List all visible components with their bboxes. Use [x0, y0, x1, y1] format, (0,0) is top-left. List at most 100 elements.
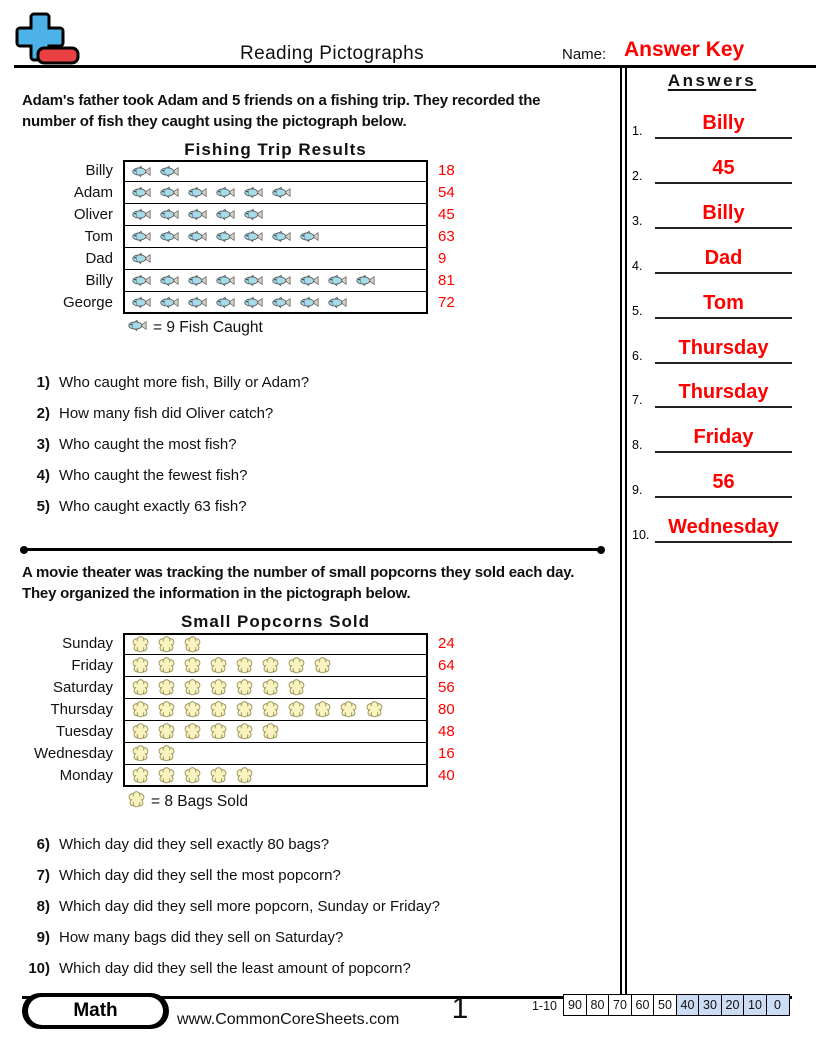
fish-icon [328, 296, 347, 308]
row-value: 81 [438, 272, 455, 289]
answer-number: 8. [632, 438, 643, 453]
answer-number: 3. [632, 213, 643, 228]
fish-icon [188, 186, 207, 199]
row-value: 54 [438, 184, 455, 201]
answer-number: 5. [632, 303, 643, 318]
row-icons [123, 204, 428, 226]
question-item: 8) Which day did they sell more popcorn, … [22, 898, 440, 916]
answer-number: 7. [632, 393, 643, 408]
row-icons [123, 743, 428, 765]
answer-key-text: Answer Key [624, 38, 745, 61]
popcorn-icon [184, 723, 201, 740]
popcorn-icon [314, 657, 331, 674]
popcorn-icon [184, 766, 201, 783]
question-text: How many fish did Oliver catch? [59, 405, 274, 422]
fish-icon [272, 230, 291, 243]
fish-icon [244, 274, 263, 287]
popcorn-icon [288, 657, 305, 674]
intro-line: A movie theater was tracking the number … [22, 564, 575, 581]
question-text: Which day did they sell the least amount… [59, 960, 411, 977]
fish-icon [132, 208, 151, 221]
answer-value: Billy [655, 112, 792, 139]
row-icons [123, 677, 428, 699]
popcorn-icon [288, 701, 305, 718]
row-icons [123, 292, 428, 314]
answer-number: 1. [632, 124, 643, 138]
fish-icon [132, 296, 151, 308]
answers-panel-separator [620, 68, 627, 994]
row-icons [123, 182, 428, 204]
subject-badge: Math [22, 993, 169, 1029]
section2-intro: A movie theater was tracking the number … [22, 562, 574, 604]
fish-icon [188, 208, 207, 221]
popcorn-icon [314, 701, 331, 718]
fish-icon [356, 274, 375, 287]
popcorn-icon [366, 701, 383, 718]
score-cell: 0 [765, 994, 790, 1016]
question-text: Which day did they sell exactly 80 bags? [59, 836, 330, 853]
question-number: 5) [36, 498, 50, 515]
answer-item: 2. 45 [630, 142, 792, 184]
question-number: 6) [36, 836, 50, 853]
question-number: 2) [36, 405, 50, 422]
fish-icon [216, 296, 235, 308]
fish-icon [216, 208, 235, 221]
header-divider [14, 65, 816, 68]
question-item: 6) Which day did they sell exactly 80 bag… [22, 836, 440, 854]
row-label: Monday [59, 767, 113, 784]
fish-icon [244, 208, 263, 221]
score-range-label: 1-10 [531, 999, 557, 1013]
row-value: 24 [438, 635, 455, 652]
popcorn-pictograph: Sunday 24 Friday 64 Saturday 56 Thursday 80 Tues… [22, 633, 498, 787]
fish-icon [216, 186, 235, 199]
fish-icon [216, 230, 235, 243]
answer-item: 9. 56 [630, 456, 792, 499]
answer-value: Wednesday [655, 516, 792, 544]
question-text: How many bags did they sell on Saturday? [59, 929, 344, 946]
answer-value: Billy [655, 202, 792, 229]
fish-icon [300, 296, 319, 308]
question-number: 7) [36, 867, 50, 884]
fishing-pictograph: Billy 18 Adam 54 Oliver 45 Tom 63 Dad 9 Billy 81 Geo… [22, 160, 498, 314]
question-number: 1) [36, 374, 50, 391]
question-item: 9) How many bags did they sell on Saturda… [22, 929, 440, 947]
popcorn-icon [132, 745, 149, 762]
chart2-legend-text: = 8 Bags Sold [151, 793, 248, 810]
question-item: 5) Who caught exactly 63 fish? [22, 498, 309, 516]
popcorn-icon [210, 766, 227, 783]
score-cell: 40 [675, 994, 700, 1016]
question-text: Who caught the fewest fish? [59, 467, 248, 484]
chart1-legend-text: = 9 Fish Caught [153, 319, 263, 336]
page-number: 1 [451, 992, 469, 1025]
fish-icon [160, 165, 179, 178]
fish-icon [160, 230, 179, 243]
score-cell: 50 [653, 994, 677, 1016]
row-value: 18 [438, 162, 455, 179]
row-label: Dad [85, 250, 113, 267]
fish-icon [272, 186, 291, 199]
popcorn-icon [158, 745, 175, 762]
row-value: 40 [438, 767, 455, 784]
row-label: George [62, 294, 113, 311]
popcorn-icon [340, 701, 357, 718]
popcorn-icon [184, 679, 201, 696]
answer-item: 3. Billy [630, 187, 792, 229]
popcorn-icon [262, 679, 279, 696]
row-icons [123, 226, 428, 248]
popcorn-icon [236, 723, 253, 740]
question-item: 1) Who caught more fish, Billy or Adam? [22, 374, 309, 392]
row-label: Thursday [50, 701, 113, 718]
row-value: 64 [438, 657, 455, 674]
fish-icon [244, 230, 263, 243]
intro-line: They organized the information in the pi… [22, 585, 411, 602]
chart1-title: Fishing Trip Results [184, 140, 367, 159]
row-label: Adam [73, 184, 113, 201]
popcorn-icon [236, 679, 253, 696]
score-cell: 30 [698, 994, 722, 1016]
row-icons [123, 248, 428, 270]
row-label: Friday [71, 657, 113, 674]
question-number: 8) [36, 898, 50, 915]
fish-icon [160, 296, 179, 308]
questions-6-10: 6) Which day did they sell exactly 80 bag… [22, 836, 440, 991]
row-value: 56 [438, 679, 455, 696]
